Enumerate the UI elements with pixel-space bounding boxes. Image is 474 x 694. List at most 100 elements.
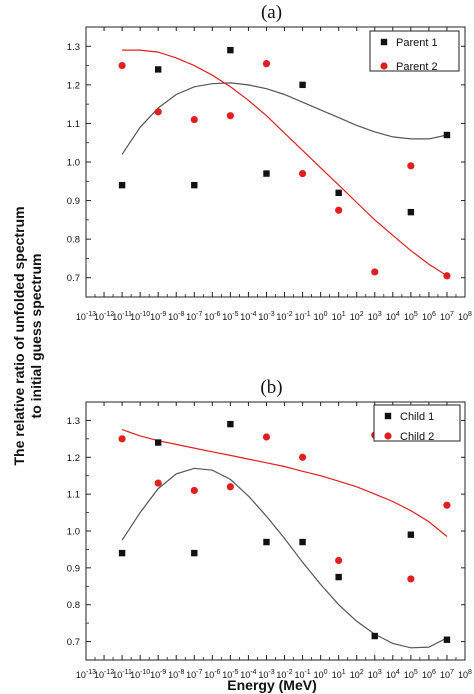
point-child-2 [226, 483, 234, 491]
y-axis-title-line-2: to initial guess spectrum [28, 254, 44, 419]
point-child-2 [443, 501, 451, 509]
point-child-2 [190, 486, 198, 495]
y-tick-label: 1.2 [67, 453, 80, 464]
x-tick-label: 10-3 [258, 311, 274, 322]
legend-marker [380, 38, 388, 46]
x-tick-label: 103 [368, 311, 382, 322]
x-tick-label: 10-6 [204, 311, 220, 322]
y-tick-label: 0.9 [67, 196, 80, 207]
point-parent-2 [407, 162, 415, 170]
x-tick-label: 101 [332, 311, 346, 322]
x-tick-label: 10-8 [168, 669, 184, 680]
point-child-1 [371, 632, 378, 640]
x-tick-label: 10-9 [150, 669, 166, 680]
point-parent-2 [118, 61, 126, 70]
point-parent-1 [227, 46, 234, 54]
x-tick-label: 104 [386, 669, 400, 680]
y-tick-label: 1.2 [67, 80, 80, 91]
x-tick-label: 10-4 [240, 311, 256, 322]
y-tick-label: 0.8 [67, 235, 80, 246]
legend-marker [384, 432, 392, 440]
point-parent-2 [298, 169, 307, 178]
point-child-2 [335, 556, 343, 565]
y-axis-title-line-1: The relative ratio of unfolded spectrum [11, 206, 27, 465]
shared-y-axis-title: The relative ratio of unfolded spectrum … [11, 206, 44, 465]
point-child-1 [335, 573, 342, 581]
point-parent-2 [335, 206, 343, 214]
point-child-2 [262, 433, 271, 441]
point-child-1 [263, 538, 270, 546]
legend-label: Parent 2 [396, 61, 438, 73]
x-tick-label: 105 [404, 669, 418, 680]
point-parent-1 [299, 81, 306, 89]
point-child-1 [443, 636, 451, 643]
point-child-2 [118, 435, 126, 443]
point-child-2 [407, 575, 415, 583]
fit-curve-parent-1 [121, 82, 448, 155]
fit-curve-parent-2 [122, 49, 448, 277]
legend-label: Child 1 [400, 411, 434, 423]
x-tick-label: 10-13 [76, 669, 96, 680]
x-tick-label: 10-5 [222, 311, 238, 322]
x-tick-label: 102 [350, 311, 364, 322]
x-tick-label: 101 [332, 669, 346, 680]
point-parent-2 [226, 112, 234, 120]
x-tick-label: 10-13 [76, 311, 96, 322]
legend-label: Child 2 [400, 431, 434, 443]
y-tick-label: 1.0 [67, 158, 80, 169]
point-parent-1 [263, 170, 270, 177]
x-tick-label: 106 [422, 669, 436, 680]
x-tick-label: 10-7 [186, 669, 202, 680]
x-tick-label: 10-2 [276, 311, 292, 322]
x-tick-label: 10-10 [130, 311, 150, 322]
x-tick-label: 10-12 [94, 669, 114, 680]
legend: Child 1 Child 2 [373, 404, 461, 443]
point-parent-1 [154, 66, 162, 73]
point-parent-2 [190, 115, 198, 124]
point-parent-1 [118, 181, 126, 189]
x-tick-label: 10-5 [222, 669, 238, 680]
point-parent-2 [443, 272, 451, 280]
y-tick-label: 1.1 [67, 490, 80, 501]
point-parent-1 [191, 181, 198, 189]
x-tick-label: 10-2 [276, 669, 292, 680]
x-tick-label: 10-11 [112, 669, 132, 680]
x-tick-label: 106 [422, 311, 436, 322]
x-tick-label: 105 [404, 311, 418, 322]
fit-curve-child-2 [121, 429, 448, 537]
y-tick-label: 1.3 [67, 42, 80, 53]
point-child-2 [154, 479, 162, 487]
point-child-1 [407, 531, 415, 538]
point-child-1 [118, 549, 126, 557]
point-parent-2 [262, 60, 271, 68]
point-child-1 [154, 439, 162, 446]
x-tick-label: 10-7 [186, 311, 202, 322]
x-tick-label: 10-4 [240, 669, 256, 680]
x-tick-label: 107 [440, 311, 454, 322]
x-tick-label: 10-8 [168, 311, 184, 322]
fit-curve-child-1 [121, 467, 448, 649]
panel-label: (a) [261, 2, 282, 23]
x-tick-label: 10-10 [130, 669, 150, 680]
y-tick-label: 0.7 [67, 637, 80, 648]
legend-marker [384, 412, 392, 420]
y-tick-label: 0.8 [67, 600, 80, 611]
x-tick-label: 100 [314, 669, 328, 680]
point-child-2 [298, 453, 307, 461]
y-tick-label: 1.1 [67, 119, 80, 130]
point-parent-1 [407, 208, 415, 216]
point-child-1 [299, 538, 306, 546]
x-tick-label: 107 [440, 669, 454, 680]
x-tick-label: 102 [350, 669, 364, 680]
point-parent-1 [443, 131, 451, 139]
point-child-1 [227, 420, 234, 428]
y-tick-label: 0.9 [67, 563, 80, 574]
x-tick-label: 100 [314, 311, 328, 322]
point-child-1 [191, 549, 198, 557]
x-tick-label: 10-9 [150, 311, 166, 322]
y-tick-label: 1.0 [67, 527, 80, 538]
